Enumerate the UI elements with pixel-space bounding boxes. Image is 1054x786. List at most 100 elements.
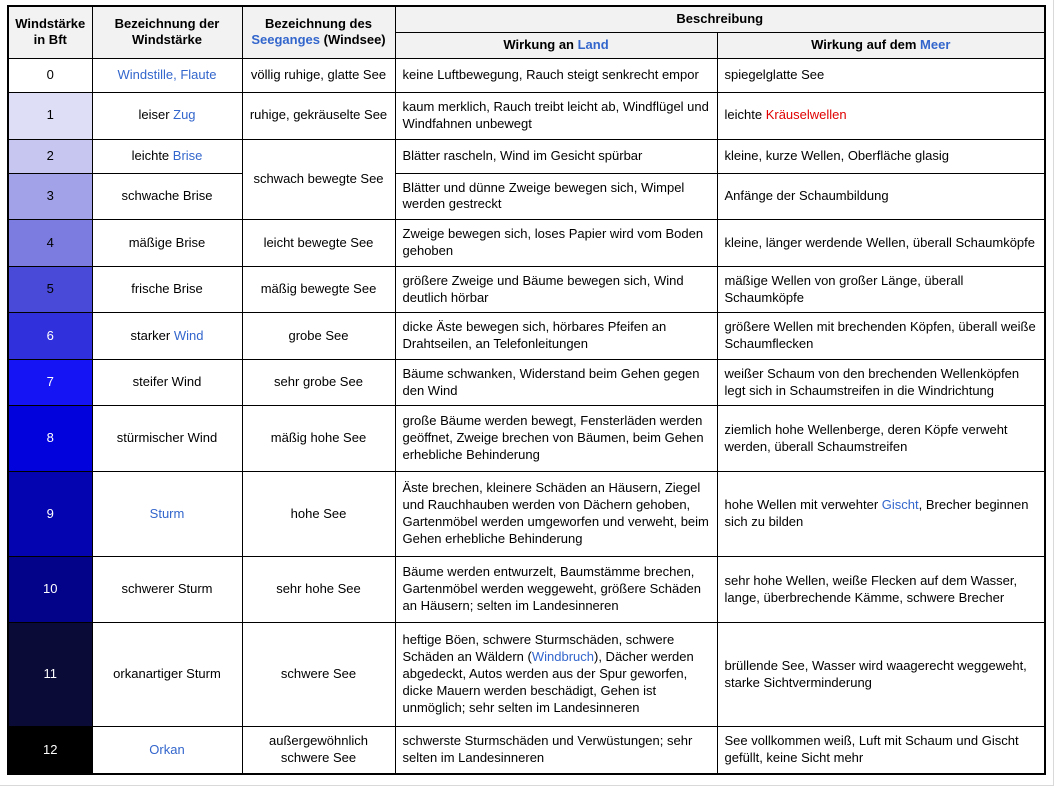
text-segment: schwere See xyxy=(280,666,357,682)
wirkung-land-cell: Äste brechen, kleinere Schäden an Häuser… xyxy=(394,471,718,558)
wiki-link[interactable]: Orkan xyxy=(149,741,185,757)
text-segment: Bäume werden entwurzelt, Baumstämme brec… xyxy=(402,564,701,614)
wirkung-land-cell: dicke Äste bewegen sich, hörbares Pfeife… xyxy=(394,312,718,360)
text-segment: Blätter rascheln, Wind im Gesicht spürba… xyxy=(402,147,643,163)
table-row: 6 starker Wind grobe See dicke Äste bewegen… xyxy=(7,312,1046,360)
text-segment: See vollkommen weiß, Luft mit Schaum und… xyxy=(724,733,1019,766)
text-segment: mäßig hohe See xyxy=(270,430,367,446)
table-row: 5 frische Brise mäßig bewegte See größere Z… xyxy=(7,265,1046,314)
wirkung-land-cell: kaum merklich, Rauch treibt leicht ab, W… xyxy=(394,92,718,140)
windstaerke-name-cell: Orkan xyxy=(91,726,243,775)
wirkung-land-cell: Blätter und dünne Zweige bewegen sich, W… xyxy=(394,172,718,221)
wiki-link[interactable]: Brise xyxy=(172,147,203,163)
wiki-link[interactable]: Zug xyxy=(173,107,196,123)
text-segment: außergewöhnlich schwere See xyxy=(268,733,368,766)
text-segment: völlig ruhige, glatte See xyxy=(250,66,387,82)
bft-value-cell: 7 xyxy=(7,358,93,407)
text-segment: schwache Brise xyxy=(121,188,213,204)
text-segment: , Brecher beginnen sich zu bilden xyxy=(724,497,1029,530)
wiki-link[interactable]: Gischt xyxy=(881,497,919,513)
text-segment: grobe See xyxy=(288,327,349,343)
seegang-cell: mäßig bewegte See xyxy=(241,265,396,314)
windstaerke-name-cell: stürmischer Wind xyxy=(91,405,243,473)
text-segment: brüllende See, Wasser wird waagerecht we… xyxy=(724,657,1027,690)
bft-value-cell: 2 xyxy=(7,138,93,174)
table-row: 12 Orkan außergewöhnlich schwere See schwer… xyxy=(7,726,1046,775)
wiki-link[interactable]: Wind xyxy=(173,327,204,343)
text-segment: große Bäume werden bewegt, Fensterläden … xyxy=(402,413,704,463)
wirkung-meer-cell: kleine, kurze Wellen, Oberfläche glasig xyxy=(716,138,1046,174)
header-wirkung-auf-dem-meer: Wirkung auf dem Meer xyxy=(716,31,1046,59)
wirkung-meer-cell: weißer Schaum von den brechenden Wellenk… xyxy=(716,358,1046,407)
header-row-sub: Wirkung an Land Wirkung auf dem Meer xyxy=(8,31,1046,59)
text-segment: frische Brise xyxy=(131,281,203,297)
wirkung-land-cell: keine Luftbewegung, Rauch steigt senkrec… xyxy=(394,57,718,94)
wirkung-meer-cell: größere Wellen mit brechenden Köpfen, üb… xyxy=(716,312,1046,360)
windstaerke-name-cell: mäßige Brise xyxy=(91,219,243,267)
text-segment: Bezeichnung des xyxy=(265,15,372,31)
table-row: 0 Windstille, Flaute völlig ruhige, glatte… xyxy=(7,57,1046,94)
wirkung-land-cell: Bäume schwanken, Widerstand beim Gehen g… xyxy=(394,358,718,407)
seegang-cell: völlig ruhige, glatte See xyxy=(241,57,396,94)
text-segment: hohe See xyxy=(290,505,347,521)
wirkung-land-cell: größere Zweige und Bäume bewegen sich, W… xyxy=(394,265,718,314)
text-segment: steifer Wind xyxy=(132,374,202,390)
wiki-link[interactable]: Windstille, Flaute xyxy=(117,66,217,82)
text-segment: weißer Schaum von den brechenden Wellenk… xyxy=(724,365,1020,398)
text-segment: ), Dächer werden abgedeckt, Autos werden… xyxy=(402,649,694,715)
wirkung-meer-cell: Anfänge der Schaumbildung xyxy=(716,172,1046,221)
bft-value-cell: 3 xyxy=(7,172,93,221)
header-bezeichnung-windstaerke: Bezeichnung der Windstärke xyxy=(91,5,243,59)
text-segment: Anfänge der Schaumbildung xyxy=(724,188,889,204)
table-body: 0 Windstille, Flaute völlig ruhige, glatte… xyxy=(7,57,1046,775)
wirkung-meer-cell: leichte Kräuselwellen xyxy=(716,92,1046,140)
text-segment: leichte xyxy=(131,147,173,163)
windstaerke-name-cell: steifer Wind xyxy=(91,358,243,407)
wiki-link[interactable]: Seeganges xyxy=(251,32,321,48)
text-segment: stürmischer Wind xyxy=(116,430,218,446)
seegang-cell: außergewöhnlich schwere See xyxy=(241,726,396,775)
wirkung-land-cell: Zweige bewegen sich, loses Papier wird v… xyxy=(394,219,718,267)
bft-value-cell: 10 xyxy=(7,556,93,623)
seegang-cell: schwere See xyxy=(241,621,396,728)
text-segment: Blätter und dünne Zweige bewegen sich, W… xyxy=(402,179,685,212)
wirkung-land-cell: heftige Böen, schwere Sturmschäden, schw… xyxy=(394,621,718,728)
wirkung-meer-cell: See vollkommen weiß, Luft mit Schaum und… xyxy=(716,726,1046,775)
windstaerke-name-cell: orkanartiger Sturm xyxy=(91,621,243,728)
wiki-link[interactable]: Sturm xyxy=(149,505,185,521)
text-segment: kleine, kurze Wellen, Oberfläche glasig xyxy=(724,147,950,163)
header-row-top: Windstärke in Bft Bezeichnung der Windst… xyxy=(7,5,1046,59)
table-row: 2 leichte Brise schwach bewegte See Blätter… xyxy=(7,138,1046,221)
text-segment: orkanartiger Sturm xyxy=(113,666,221,682)
table-header: Windstärke in Bft Bezeichnung der Windst… xyxy=(7,5,1046,59)
windstaerke-name-cell: starker Wind xyxy=(91,312,243,360)
wirkung-meer-cell: spiegelglatte See xyxy=(716,57,1046,94)
wiki-link[interactable]: Windbruch xyxy=(531,649,594,665)
text-segment: leichte xyxy=(724,107,766,123)
text-segment: kaum merklich, Rauch treibt leicht ab, W… xyxy=(402,98,709,131)
seegang-cell: hohe See xyxy=(241,471,396,558)
text-segment: (Windsee) xyxy=(320,32,386,48)
bft-value-cell: 12 xyxy=(7,726,93,775)
text-segment: Äste brechen, kleinere Schäden an Häuser… xyxy=(402,480,709,547)
red-wiki-link[interactable]: Kräuselwellen xyxy=(765,107,847,123)
bft-value-cell: 6 xyxy=(7,312,93,360)
seegang-cell: leicht bewegte See xyxy=(241,219,396,267)
text-segment: sehr grobe See xyxy=(274,374,363,390)
bft-value-cell: 1 xyxy=(7,92,93,140)
text-segment: schwach bewegte See xyxy=(253,170,384,186)
text-segment: Bäume schwanken, Widerstand beim Gehen g… xyxy=(402,365,700,398)
text-segment: sehr hohe Wellen, weiße Flecken auf dem … xyxy=(724,572,1018,605)
bft-value-cell: 8 xyxy=(7,405,93,473)
wiki-link[interactable]: Meer xyxy=(920,36,951,52)
windstaerke-name-cell: leiser Zug xyxy=(91,92,243,140)
seegang-cell: schwach bewegte See xyxy=(241,138,396,221)
seegang-cell: mäßig hohe See xyxy=(241,405,396,473)
text-segment: kleine, länger werdende Wellen, überall … xyxy=(724,234,1036,250)
windstaerke-name-cell: frische Brise xyxy=(91,265,243,314)
text-segment: größere Wellen mit brechenden Köpfen, üb… xyxy=(724,319,1036,352)
text-segment: Zweige bewegen sich, loses Papier wird v… xyxy=(402,226,704,258)
windstaerke-name-cell: Sturm xyxy=(91,471,243,558)
wiki-link[interactable]: Land xyxy=(577,36,609,52)
